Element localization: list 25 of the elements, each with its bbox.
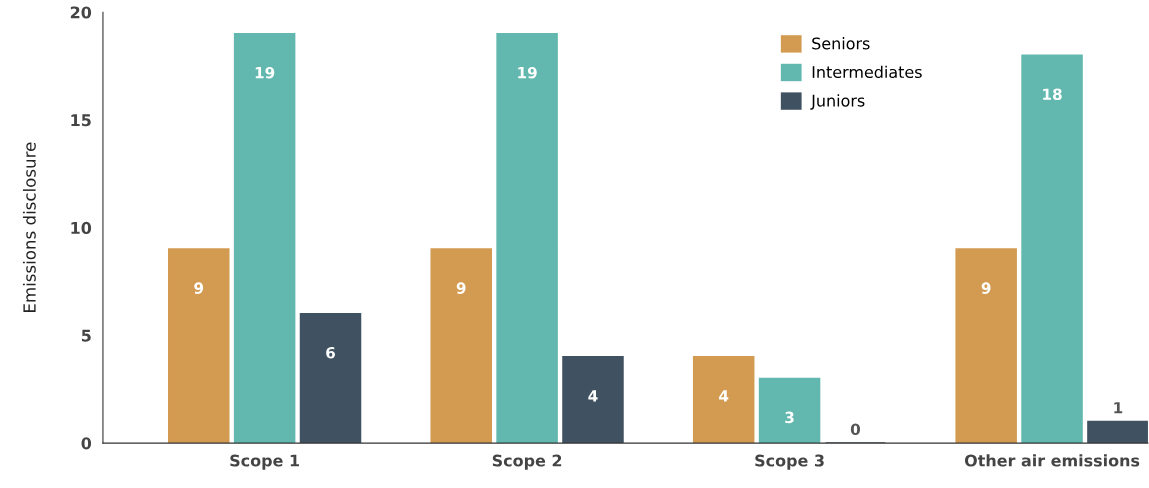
x-tick-label: Scope 3 (755, 454, 824, 470)
y-tick-label: 20 (70, 6, 92, 19)
legend-label: Juniors (810, 94, 865, 110)
data-label: 19 (255, 66, 275, 79)
x-tick-label: Other air emissions (964, 454, 1140, 467)
data-label: 1 (1114, 402, 1123, 414)
data-label: 4 (588, 390, 598, 402)
legend-label: Seniors (812, 37, 870, 50)
data-label: 19 (518, 66, 537, 79)
legend-label: Intermediates (812, 65, 922, 79)
y-tick-label: 5 (81, 329, 91, 342)
x-tick-label: Scope 1 (230, 454, 299, 470)
data-label: 18 (1043, 88, 1062, 100)
data-label: 6 (326, 347, 336, 359)
data-label: 9 (456, 282, 466, 294)
x-tick-label: Scope 2 (492, 454, 562, 470)
data-label: 0 (850, 423, 861, 436)
data-label: 9 (194, 282, 204, 294)
data-label: 9 (981, 282, 991, 294)
data-label: 3 (785, 411, 794, 424)
y-tick-label: 15 (71, 114, 91, 127)
y-tick-label: 10 (71, 221, 92, 234)
data-label: 4 (719, 390, 729, 402)
y-axis-title: Emissions disclosure (22, 142, 36, 313)
y-tick-label: 0 (81, 437, 92, 450)
